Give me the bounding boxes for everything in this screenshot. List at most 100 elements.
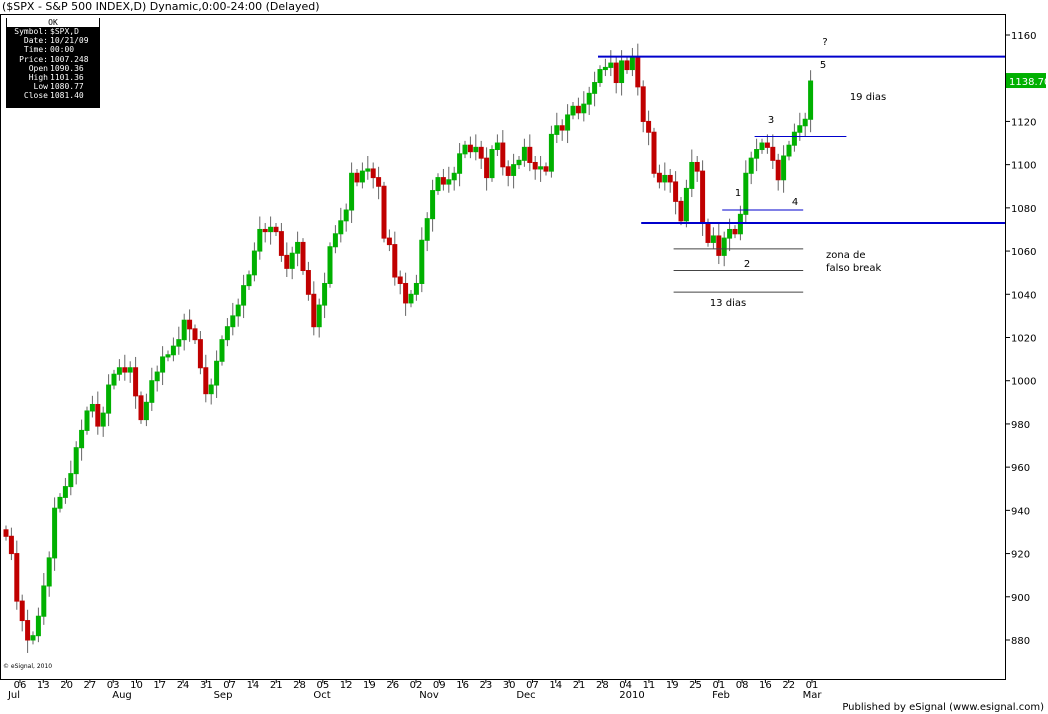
candle	[662, 174, 668, 183]
candle	[138, 395, 144, 421]
x-tick-label: 13	[37, 680, 50, 691]
month-label: Feb	[712, 690, 730, 701]
candle	[759, 142, 765, 151]
chart-title: ($SPX - S&P 500 INDEX,D) Dynamic,0:00-24…	[2, 0, 320, 13]
candle	[316, 304, 322, 328]
candle	[581, 103, 587, 114]
y-tick-label: 900	[1011, 593, 1030, 604]
candle	[656, 172, 662, 183]
candle	[100, 412, 106, 427]
candle	[489, 149, 495, 179]
candle	[311, 293, 317, 328]
candle	[478, 146, 484, 159]
candle	[543, 166, 549, 172]
info-value: 1080.77	[50, 82, 84, 92]
x-tick-label: 10	[130, 680, 143, 691]
candle	[79, 429, 85, 449]
candle	[116, 367, 122, 375]
chart-annotation: 13 dias	[710, 298, 746, 309]
candle	[386, 237, 392, 246]
candle	[143, 401, 149, 421]
x-tick-label: 28	[596, 680, 609, 691]
candle	[370, 168, 376, 179]
candle	[500, 142, 506, 168]
candle	[187, 319, 193, 330]
candle	[532, 161, 538, 170]
info-row: Date: 10/21/09	[6, 36, 100, 45]
candle	[35, 615, 41, 637]
candle	[424, 218, 430, 241]
candle	[559, 125, 565, 131]
chart-annotation: 1	[735, 188, 741, 199]
info-value: 1101.36	[50, 72, 84, 82]
candle	[8, 535, 14, 555]
y-tick-label: 1100	[1011, 161, 1036, 172]
candle	[462, 144, 468, 155]
candle	[770, 146, 776, 161]
candle	[791, 131, 797, 146]
candle	[52, 507, 58, 559]
candle	[197, 339, 203, 369]
chart-annotation: ?	[822, 37, 827, 48]
info-row: Open 1090.36	[6, 64, 100, 73]
candle	[408, 293, 414, 304]
candle	[511, 164, 517, 176]
candle	[602, 66, 608, 71]
candle	[775, 159, 781, 181]
candle	[710, 235, 716, 243]
x-tick-label: 06	[14, 680, 27, 691]
candle	[473, 146, 479, 153]
info-row: Symbol: $SPX,D	[6, 27, 100, 36]
candle	[176, 339, 182, 347]
candle	[619, 60, 625, 84]
candle	[521, 146, 527, 161]
chart-annotation: zona de	[826, 250, 866, 261]
candle	[62, 486, 68, 498]
candle	[257, 228, 263, 252]
info-box[interactable]: OK Symbol: $SPX,D Date: 10/21/09 Time: 00:00 P…	[6, 18, 100, 108]
candle	[743, 172, 749, 215]
info-label: Price:	[19, 54, 48, 64]
candle	[95, 403, 101, 427]
month-label: Sep	[214, 690, 233, 701]
chart-annotation: falso break	[826, 263, 881, 274]
info-value: 1007.248	[50, 54, 89, 64]
candle	[381, 185, 387, 239]
candle	[527, 146, 533, 163]
plot-frame	[0, 14, 1006, 680]
candle	[586, 92, 592, 105]
info-row: High 1101.36	[6, 73, 100, 82]
info-value: 00:00	[50, 45, 75, 55]
candle	[786, 144, 792, 157]
candle	[754, 149, 760, 159]
y-tick-label: 1120	[1011, 117, 1036, 128]
x-tick-label: 28	[293, 680, 306, 691]
candle	[700, 170, 706, 224]
info-rows: Symbol: $SPX,D Date: 10/21/09 Time: 00:00 Pric…	[6, 27, 100, 101]
candle	[359, 170, 365, 183]
y-tick-label: 1020	[1011, 334, 1036, 345]
candle	[419, 239, 425, 284]
x-tick-label: 01	[806, 680, 819, 691]
month-label: Dec	[516, 690, 535, 701]
x-tick-label: 16	[759, 680, 772, 691]
candle	[683, 187, 689, 222]
candle	[732, 228, 738, 235]
x-tick-label: 23	[480, 680, 493, 691]
candle	[111, 373, 117, 386]
candle	[392, 244, 398, 278]
candle	[251, 250, 257, 276]
x-tick-label: 21	[573, 680, 586, 691]
candle	[327, 246, 333, 284]
candle	[721, 237, 727, 256]
info-row: Time: 00:00	[6, 45, 100, 54]
candle	[484, 157, 490, 179]
candle	[781, 155, 787, 181]
candle	[208, 384, 214, 395]
x-tick-label: 09	[433, 680, 446, 691]
candle	[397, 276, 403, 284]
candle	[246, 274, 252, 287]
month-label: Nov	[419, 690, 439, 701]
candle	[73, 447, 79, 475]
